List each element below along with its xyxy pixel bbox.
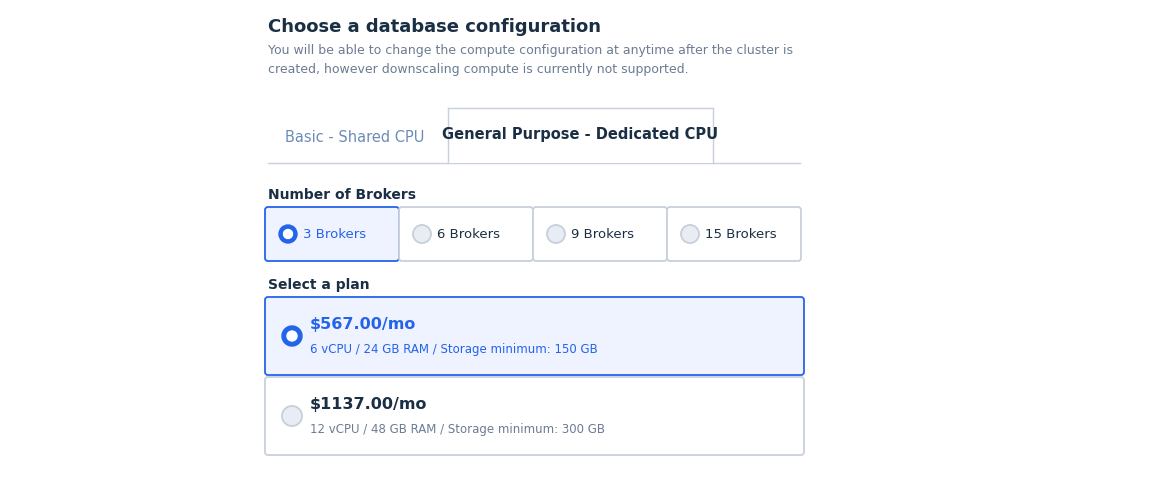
FancyBboxPatch shape <box>264 377 804 455</box>
Text: 6 vCPU / 24 GB RAM / Storage minimum: 150 GB: 6 vCPU / 24 GB RAM / Storage minimum: 15… <box>310 344 598 356</box>
Circle shape <box>284 230 292 239</box>
Text: $1137.00/mo: $1137.00/mo <box>310 396 428 411</box>
Text: General Purpose - Dedicated CPU: General Purpose - Dedicated CPU <box>443 128 719 143</box>
FancyBboxPatch shape <box>399 207 532 261</box>
Text: You will be able to change the compute configuration at anytime after the cluste: You will be able to change the compute c… <box>268 44 794 76</box>
Text: Select a plan: Select a plan <box>268 278 369 292</box>
FancyBboxPatch shape <box>667 207 802 261</box>
Circle shape <box>547 225 565 243</box>
Text: Choose a database configuration: Choose a database configuration <box>268 18 601 36</box>
Circle shape <box>681 225 699 243</box>
Circle shape <box>279 225 297 243</box>
Circle shape <box>288 331 297 341</box>
Text: $567.00/mo: $567.00/mo <box>310 316 416 332</box>
Text: 12 vCPU / 48 GB RAM / Storage minimum: 300 GB: 12 vCPU / 48 GB RAM / Storage minimum: 3… <box>310 424 605 437</box>
Text: 15 Brokers: 15 Brokers <box>705 228 776 241</box>
FancyBboxPatch shape <box>264 207 399 261</box>
Text: Number of Brokers: Number of Brokers <box>268 188 416 202</box>
FancyBboxPatch shape <box>448 109 713 163</box>
FancyBboxPatch shape <box>264 297 804 375</box>
Circle shape <box>413 225 431 243</box>
FancyBboxPatch shape <box>532 207 667 261</box>
Text: 3 Brokers: 3 Brokers <box>302 228 366 241</box>
Text: Basic - Shared CPU: Basic - Shared CPU <box>285 131 424 146</box>
Text: 9 Brokers: 9 Brokers <box>572 228 634 241</box>
Text: 6 Brokers: 6 Brokers <box>437 228 500 241</box>
Circle shape <box>282 406 302 426</box>
Circle shape <box>282 326 302 346</box>
